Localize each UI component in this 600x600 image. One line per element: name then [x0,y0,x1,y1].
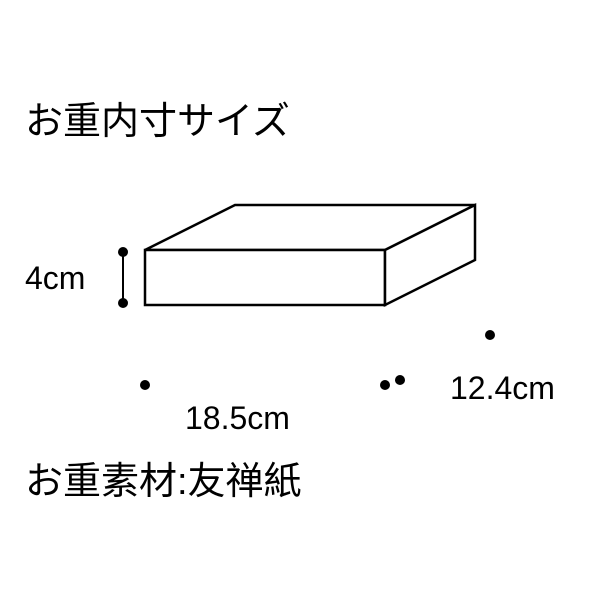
width-arrow-right-dot [380,380,390,390]
material-text: お重素材:友禅紙 [25,450,302,505]
depth-dimension-label: 12.4cm [450,370,555,407]
title-text: お重内寸サイズ [25,90,290,145]
height-arrow-bottom-dot [118,298,128,308]
depth-arrow-front-dot [395,375,405,385]
width-arrow-left-dot [140,380,150,390]
box-front-face [145,250,385,305]
height-arrow-top-dot [118,247,128,257]
width-dimension-label: 18.5cm [185,400,290,437]
height-dimension-label: 4cm [25,260,85,297]
depth-arrow-back-dot [485,330,495,340]
